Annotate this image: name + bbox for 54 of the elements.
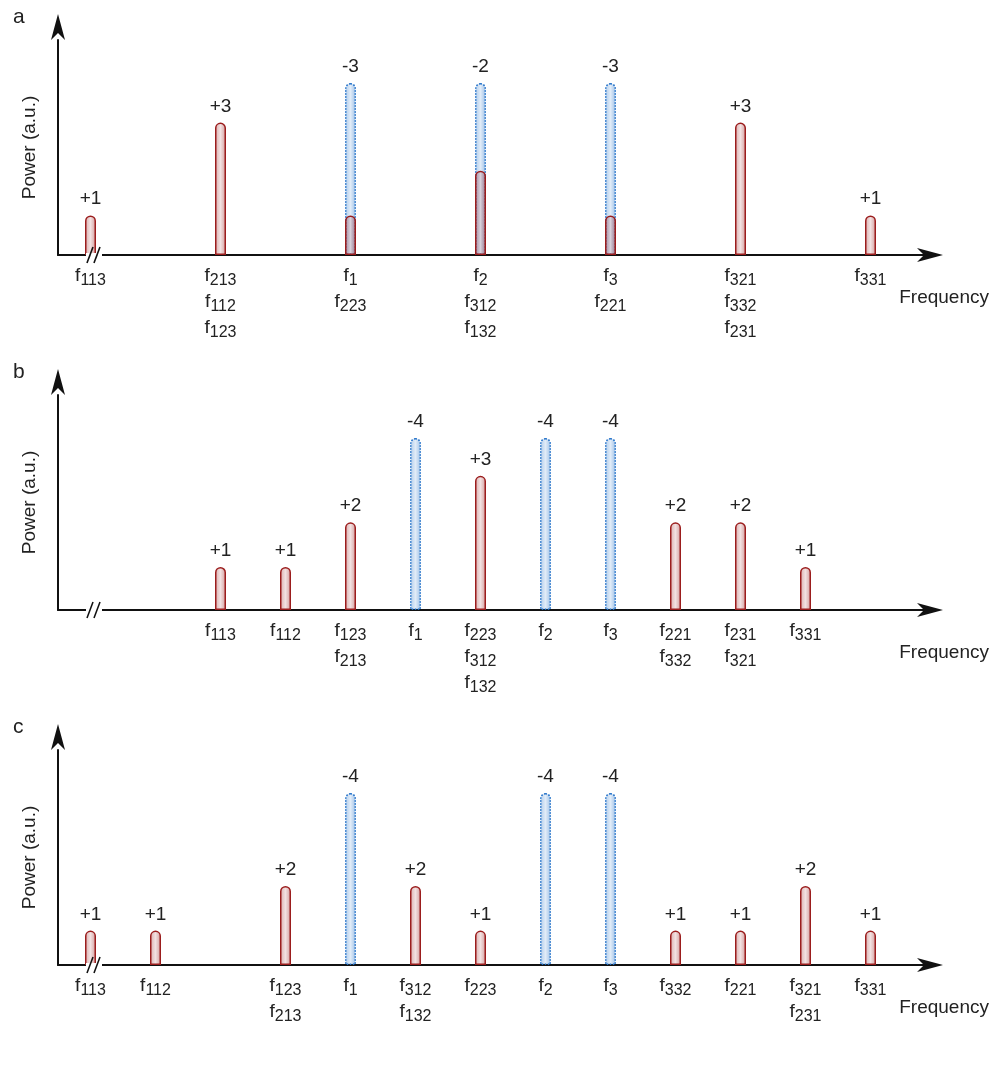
bar (475, 170, 486, 255)
annotation: +1 (79, 902, 102, 924)
annotation: -4 (602, 765, 620, 786)
annotation: +2 (339, 494, 362, 516)
y-axis-title: Power (a.u.) (18, 95, 39, 200)
annotation: +1 (79, 187, 102, 209)
annotation: -4 (407, 410, 425, 431)
annotation: -4 (602, 410, 620, 431)
annotation: +1 (859, 902, 882, 924)
annotation: +1 (794, 539, 817, 560)
bar (605, 438, 616, 610)
annotation: +1 (469, 902, 492, 924)
annotation: +2 (274, 857, 297, 879)
annotation: +1 (144, 902, 167, 924)
annotation: +2 (729, 494, 752, 516)
annotation: -4 (537, 765, 555, 786)
annotation: +3 (729, 94, 752, 116)
bar (800, 567, 811, 610)
y-axis-title: Power (a.u.) (18, 450, 39, 555)
bar (345, 522, 356, 610)
annotation: +2 (794, 857, 817, 879)
annotation: -3 (342, 55, 359, 76)
x-axis-title: Frequency (899, 641, 990, 662)
annotation: -3 (602, 55, 619, 76)
annotation: +3 (209, 94, 232, 116)
annotation: +2 (404, 857, 427, 879)
annotation: +1 (664, 902, 687, 924)
bar (475, 475, 486, 610)
bar (605, 215, 616, 255)
chart-title: a (13, 4, 25, 27)
bar (410, 438, 421, 610)
bar (735, 122, 746, 255)
annotation: -2 (472, 55, 489, 76)
bar (670, 522, 681, 610)
chart-title: b (13, 359, 25, 382)
annotation: +2 (664, 494, 687, 516)
bar (345, 215, 356, 255)
y-axis-title: Power (a.u.) (18, 805, 39, 910)
x-axis-title: Frequency (899, 286, 990, 307)
annotation: +1 (729, 902, 752, 924)
bar (215, 122, 226, 255)
bar (865, 215, 876, 255)
annotation: +1 (274, 539, 297, 560)
x-axis-title: Frequency (899, 996, 990, 1017)
bar (280, 567, 291, 610)
chart-title: c (13, 714, 24, 737)
bar (215, 567, 226, 610)
annotation: +1 (859, 187, 882, 209)
annotation: -4 (537, 410, 555, 431)
annotation: +3 (469, 447, 492, 469)
annotation: +1 (209, 539, 232, 560)
bar (735, 522, 746, 610)
bar (540, 438, 551, 610)
annotation: -4 (342, 765, 360, 786)
